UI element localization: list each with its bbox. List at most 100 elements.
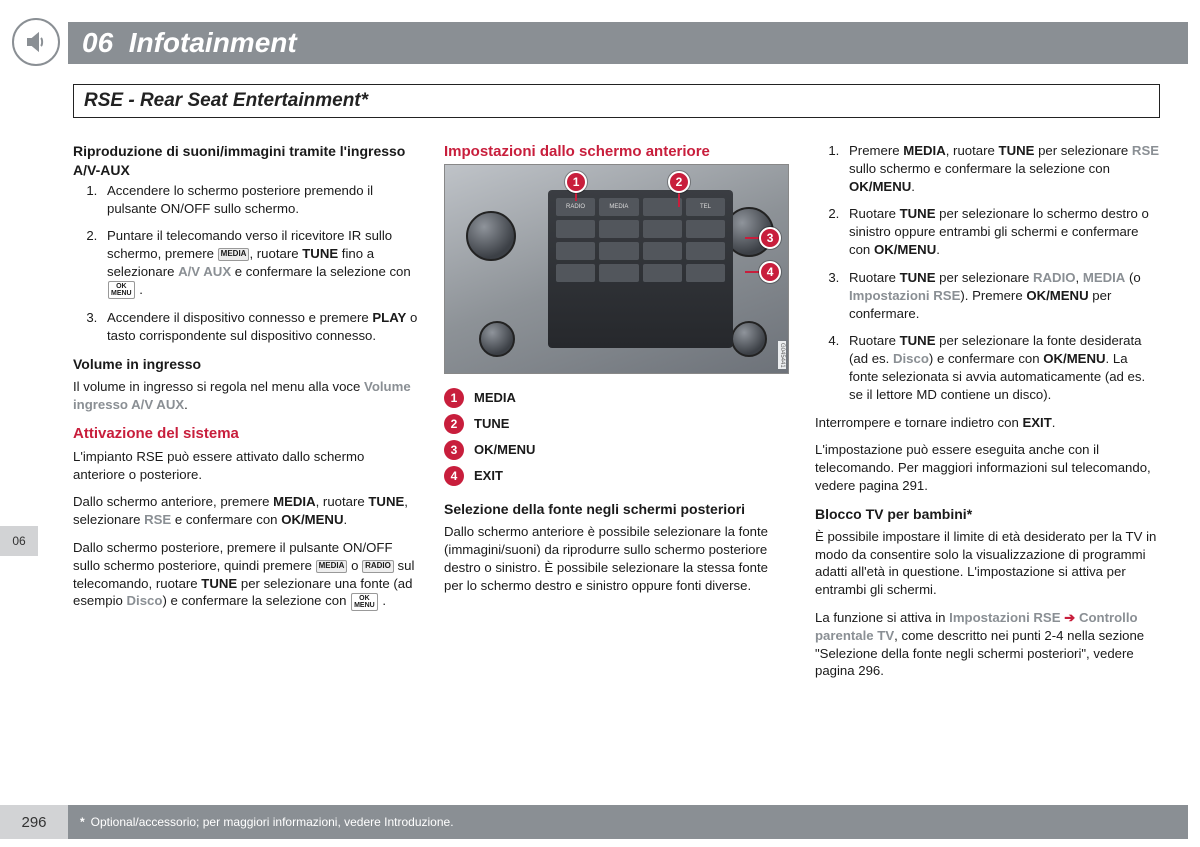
text: Premere (849, 143, 903, 158)
media-button-icon: MEDIA (316, 560, 348, 573)
text: o (347, 558, 362, 573)
col2-heading2: Selezione della fonte negli schermi post… (444, 500, 789, 519)
chapter-number: 06 (82, 27, 113, 58)
col3-list: Premere MEDIA, ruotare TUNE per selezion… (815, 142, 1160, 404)
col3-p4: La funzione si attiva in Impostazioni RS… (815, 609, 1160, 680)
text: ) e confermare la selezione con (162, 593, 350, 608)
okmenu-label: OK/MENU (1043, 351, 1105, 366)
chapter-header: 06 Infotainment (68, 22, 1188, 64)
col2-heading-red: Impostazioni dallo schermo anteriore (444, 142, 789, 162)
rse-label: RSE (1132, 143, 1159, 158)
chapter-name: Infotainment (129, 27, 297, 58)
knob-icon (479, 321, 515, 357)
list-item: Ruotare TUNE per selezionare lo schermo … (843, 205, 1160, 258)
media-button-icon: MEDIA (218, 248, 250, 261)
play-label: PLAY (372, 310, 406, 325)
list-item: Accendere lo schermo posteriore premendo… (101, 182, 418, 218)
okmenu-label: OK/MENU (1026, 288, 1088, 303)
callout-3: 3 (759, 227, 781, 249)
col1-p2: Il volume in ingresso si regola nel menu… (73, 378, 418, 414)
text: Interrompere e tornare indietro con (815, 415, 1022, 430)
text: Ruotare (849, 270, 900, 285)
tune-label: TUNE (900, 206, 936, 221)
col1-heading2: Volume in ingresso (73, 355, 418, 374)
okmenu-label: OK/MENU (849, 179, 911, 194)
text: OK (111, 283, 132, 290)
disco-label: Disco (893, 351, 929, 366)
text: Accendere il dispositivo connesso e prem… (107, 310, 372, 325)
text: La funzione si attiva in (815, 610, 949, 625)
legend-label: MEDIA (474, 389, 516, 407)
text: MENU (354, 602, 375, 609)
exit-label: EXIT (1022, 415, 1051, 430)
text: OK (354, 595, 375, 602)
radio-label: RADIO (1033, 270, 1076, 285)
okmenu-label: OK/MENU (874, 242, 936, 257)
button-panel: RADIOMEDIATEL (548, 190, 733, 348)
okmenu-label: OK/MENU (281, 512, 343, 527)
knob-icon (731, 321, 767, 357)
text: Il volume in ingresso si regola nel menu… (73, 379, 364, 394)
legend-label: EXIT (474, 467, 503, 485)
tune-label: TUNE (368, 494, 404, 509)
media-label: MEDIA (273, 494, 316, 509)
footnote-text: Optional/accessorio; per maggiori inform… (91, 815, 454, 829)
legend-num: 2 (444, 414, 464, 434)
radio-button-icon: RADIO (362, 560, 394, 573)
figure-legend: 1MEDIA 2TUNE 3OK/MENU 4EXIT (444, 388, 789, 486)
legend-item: 2 TUNE (444, 414, 789, 434)
knob-icon (466, 211, 516, 261)
legend-item: 1MEDIA (444, 388, 789, 408)
tune-label: TUNE (900, 270, 936, 285)
column-1: Riproduzione di suoni/immagini tramite l… (73, 140, 418, 787)
col2-p1: Dallo schermo anteriore è possibile sele… (444, 523, 789, 594)
text: per selezionare (936, 270, 1034, 285)
col3-p2: L'impostazione può essere eseguita anche… (815, 441, 1160, 494)
list-item: Ruotare TUNE per selezionare RADIO, MEDI… (843, 269, 1160, 322)
chapter-title: 06 Infotainment (82, 27, 297, 59)
text: Ruotare (849, 333, 900, 348)
text: (o (1125, 270, 1140, 285)
footnote-star: * (80, 815, 85, 829)
text: Ruotare (849, 206, 900, 221)
col3-p1: Interrompere e tornare indietro con EXIT… (815, 414, 1160, 432)
text: per selezionare (1034, 143, 1132, 158)
col3-p3: È possibile impostare il limite di età d… (815, 528, 1160, 599)
footer-bar: * Optional/accessorio; per maggiori info… (68, 805, 1188, 839)
list-item: Puntare il telecomando verso il ricevito… (101, 227, 418, 299)
tune-label: TUNE (999, 143, 1035, 158)
text: , ruotare (249, 246, 302, 261)
avaux-label: A/V AUX (178, 264, 231, 279)
speaker-icon (12, 18, 60, 66)
col1-p4: Dallo schermo anteriore, premere MEDIA, … (73, 493, 418, 529)
menu-path: Impostazioni RSE (949, 610, 1060, 625)
col1-heading1: Riproduzione di suoni/immagini tramite l… (73, 142, 418, 180)
rse-label: RSE (144, 512, 171, 527)
col1-list1: Accendere lo schermo posteriore premendo… (73, 182, 418, 345)
col1-heading3: Attivazione del sistema (73, 424, 418, 444)
side-tab: 06 (0, 526, 38, 556)
tune-label: TUNE (302, 246, 338, 261)
legend-num: 4 (444, 466, 464, 486)
text: MENU (111, 290, 132, 297)
legend-item: 4 EXIT (444, 466, 789, 486)
text: e confermare con (171, 512, 281, 527)
section-title-box: RSE - Rear Seat Entertainment* (73, 84, 1160, 118)
media-label: MEDIA (903, 143, 946, 158)
list-item: Premere MEDIA, ruotare TUNE per selezion… (843, 142, 1160, 195)
console-figure: RADIOMEDIATEL 1 2 3 4 G045441 (444, 164, 789, 374)
legend-label: TUNE (474, 415, 509, 433)
column-2: Impostazioni dallo schermo anteriore RAD… (444, 140, 789, 787)
text: , ruotare (316, 494, 369, 509)
col3-heading2: Blocco TV per bambini* (815, 505, 1160, 524)
list-item: Ruotare TUNE per selezionare la fonte de… (843, 332, 1160, 403)
list-item: Accendere il dispositivo connesso e prem… (101, 309, 418, 345)
page-number: 296 (0, 805, 68, 839)
section-title: RSE - Rear Seat Entertainment* (84, 90, 1149, 112)
tune-label: TUNE (900, 333, 936, 348)
image-ref: G045441 (778, 341, 786, 370)
col1-p3: L'impianto RSE può essere attivato dallo… (73, 448, 418, 484)
text: e confermare la selezione con (231, 264, 411, 279)
col1-p5: Dallo schermo posteriore, premere il pul… (73, 539, 418, 611)
legend-label: OK/MENU (474, 441, 535, 459)
